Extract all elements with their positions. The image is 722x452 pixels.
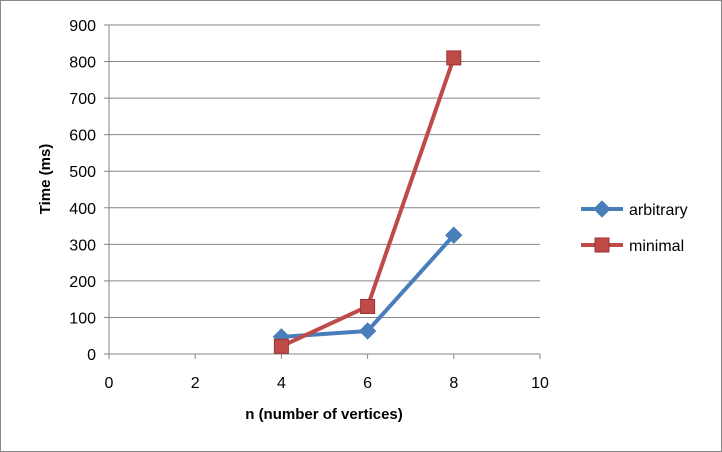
y-tick-label: 0 [87, 347, 96, 364]
y-axis-title: Time (ms) [37, 144, 54, 215]
y-tick-label: 500 [69, 164, 96, 181]
legend-item: arbitrary [581, 200, 688, 219]
data-point [358, 322, 377, 340]
data-point [445, 226, 463, 244]
axes [104, 24, 541, 359]
data-point [446, 50, 462, 66]
y-tick-label: 200 [69, 274, 96, 291]
y-tick-label: 700 [69, 91, 96, 108]
x-tick-label: 8 [449, 375, 458, 392]
x-axis-title: n (number of vertices) [245, 406, 403, 423]
y-tick-label: 900 [69, 18, 96, 35]
data-point [273, 338, 289, 354]
y-tick-label: 600 [69, 128, 96, 145]
legend-marker [593, 200, 611, 218]
series-minimal [273, 50, 462, 354]
x-tick-label: 6 [363, 375, 372, 392]
y-tick-label: 800 [69, 55, 96, 72]
y-tick-label: 300 [69, 237, 96, 254]
y-axis-tick-labels: 0 100 200 300 400 500 600 700 800 900 [69, 18, 96, 364]
legend-label: arbitrary [629, 202, 688, 219]
data-point [360, 298, 376, 314]
legend-item: minimal [581, 237, 684, 255]
x-tick-label: 10 [531, 375, 549, 392]
y-tick-label: 400 [69, 201, 96, 218]
series [272, 50, 463, 354]
x-tick-label: 0 [105, 375, 114, 392]
x-tick-label: 2 [191, 375, 200, 392]
series-arbitrary [272, 226, 463, 346]
y-tick-label: 100 [69, 310, 96, 327]
legend-marker [594, 237, 610, 253]
legend: arbitrary minimal [581, 200, 688, 255]
x-axis-tick-labels: 0 2 4 6 8 10 [105, 375, 549, 392]
gridlines [109, 24, 540, 318]
x-tick-label: 4 [277, 375, 286, 392]
series-line [281, 233, 456, 339]
legend-label: minimal [629, 238, 684, 255]
